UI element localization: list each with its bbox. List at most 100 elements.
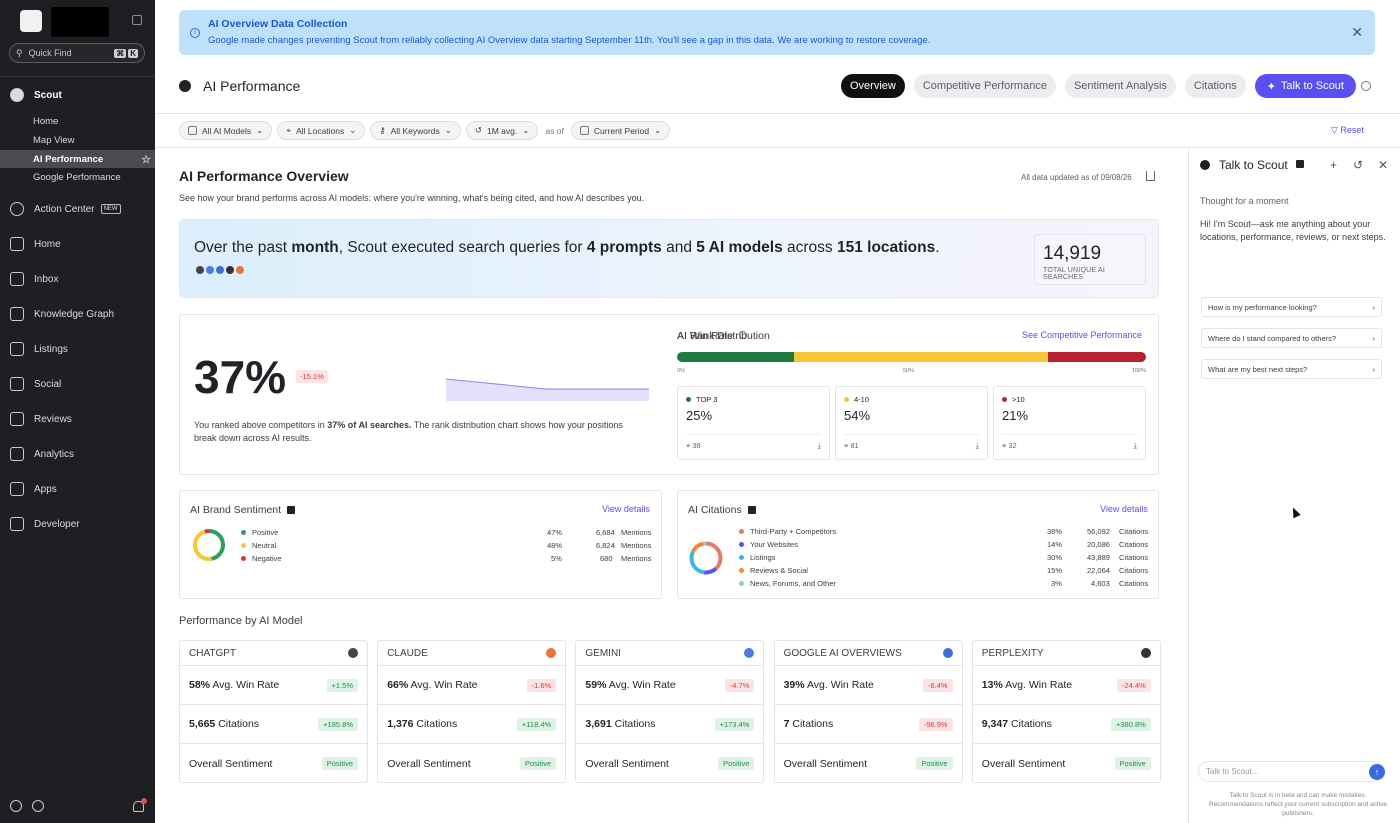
suggestion-button[interactable]: What are my best next steps? ›: [1201, 359, 1382, 379]
quick-find-input[interactable]: ⚲ Quick Find ⌘ K: [9, 43, 145, 63]
average-filter[interactable]: ↺ 1M avg. ⌄: [465, 121, 539, 140]
history-icon: ↺: [474, 125, 483, 135]
sidebar-item-apps[interactable]: Apps: [0, 478, 155, 500]
download-icon[interactable]: ⤓: [817, 441, 821, 450]
period-filter[interactable]: Current Period ⌄: [570, 121, 671, 140]
sentiment-view-details-link[interactable]: View details: [602, 504, 650, 514]
sidebar-sub-map-view[interactable]: Map View: [0, 131, 155, 149]
rank-box-over-10: >10 21% ⌖ 32 ⤓: [993, 386, 1146, 460]
model-win-delta: -4.7%: [724, 678, 755, 692]
model-sentiment-row: Overall Sentiment Positive: [378, 744, 565, 783]
sidebar-item-developer[interactable]: Developer: [0, 513, 155, 535]
rank-label: 4-10: [854, 395, 870, 404]
sidebar-item-listings[interactable]: Listings: [0, 338, 155, 360]
overview-title: AI Performance Overview: [179, 168, 349, 184]
model-name: CLAUDE: [387, 647, 428, 659]
banner-title: AI Overview Data Collection: [208, 18, 348, 30]
sidebar-item-action-center[interactable]: Action Center NEW: [0, 198, 155, 220]
legend-count: 56,092: [1087, 527, 1110, 536]
send-button[interactable]: ↑: [1369, 764, 1385, 780]
suggestion-label: How is my performance looking?: [1208, 302, 1317, 312]
sidebar-item-label: Listings: [34, 343, 68, 355]
legend-pct: 48%: [547, 541, 563, 550]
view-tabs: Overview Competitive Performance Sentime…: [841, 74, 1356, 98]
legend-dot: [739, 581, 744, 586]
chat-input[interactable]: Talk to Scout...: [1198, 761, 1384, 782]
sidebar-item-analytics[interactable]: Analytics: [0, 443, 155, 465]
model-cit-label: Citations: [792, 718, 834, 730]
keywords-filter[interactable]: ⚷ All Keywords ⌄: [370, 121, 461, 140]
gear-icon[interactable]: [1361, 81, 1371, 91]
new-badge: NEW: [100, 204, 121, 214]
model-win: 58% Avg. Win Rate: [189, 679, 279, 691]
model-win-value: 66%: [387, 679, 409, 691]
download-icon[interactable]: ⤓: [1133, 441, 1137, 450]
rank-count-value: 81: [850, 441, 859, 450]
desc-bold: 37% of AI searches.: [327, 420, 412, 430]
legend-count: 43,889: [1087, 553, 1110, 562]
sentiment-row-negative: Negative 5% 680 Mentions: [241, 554, 653, 563]
history-icon[interactable]: ↺: [1353, 158, 1364, 172]
legend-pct: 15%: [1047, 566, 1063, 575]
model-card: GEMINI 59% Avg. Win Rate -4.7% 3,691 Cita…: [575, 640, 765, 783]
sidebar-item-scout[interactable]: Scout: [0, 84, 155, 106]
assistant-icon[interactable]: [32, 800, 44, 812]
model-win-value: 58%: [189, 679, 211, 691]
legend-count: 22,064: [1087, 566, 1110, 575]
share-icon[interactable]: [1146, 171, 1155, 181]
win-rate-value: 37%: [194, 351, 287, 403]
talk-to-scout-label: Talk to Scout: [1280, 80, 1344, 92]
sidebar-sub-home[interactable]: Home: [0, 112, 155, 130]
sidebar-item-label: Knowledge Graph: [34, 308, 115, 320]
info-icon: i: [190, 28, 200, 38]
notifications-bell-icon[interactable]: [133, 798, 147, 812]
model-card-header: GOOGLE AI OVERVIEWS: [774, 641, 962, 666]
scout-icon: [179, 80, 191, 92]
sidebar-item-home[interactable]: Home: [0, 233, 155, 255]
sidebar-sub-ai-performance[interactable]: AI Performance ☆: [0, 150, 155, 168]
sidebar-item-reviews[interactable]: Reviews: [0, 408, 155, 430]
citations-view-details-link[interactable]: View details: [1100, 504, 1148, 514]
model-win-label: Avg. Win Rate: [806, 679, 874, 691]
model-win-delta: -6.4%: [923, 678, 953, 692]
suggestion-label: Where do I stand compared to others?: [1208, 333, 1336, 343]
download-icon[interactable]: ⤓: [975, 441, 979, 450]
reset-button[interactable]: ▽ Reset: [1331, 125, 1364, 136]
sidebar-item-label: Inbox: [34, 273, 59, 285]
sidebar-item-inbox[interactable]: Inbox: [0, 268, 155, 290]
sidebar-item-label: Apps: [34, 483, 57, 495]
talk-to-scout-button[interactable]: ✦ Talk to Scout: [1254, 74, 1356, 98]
close-icon[interactable]: ✕: [1378, 158, 1389, 172]
sidebar-sub-label: Home: [33, 115, 59, 127]
info-icon[interactable]: [739, 331, 748, 339]
close-icon[interactable]: ✕: [1351, 24, 1363, 40]
scout-icon: [10, 88, 24, 102]
rank-segment: [794, 352, 1048, 362]
tab-sentiment-analysis[interactable]: Sentiment Analysis: [1064, 74, 1176, 98]
suggestion-button[interactable]: How is my performance looking? ›: [1201, 297, 1382, 317]
see-competitive-performance-link[interactable]: See Competitive Performance: [1022, 330, 1143, 340]
collapse-sidebar-icon[interactable]: [132, 15, 142, 25]
star-icon[interactable]: ☆: [141, 153, 151, 166]
tab-overview[interactable]: Overview: [841, 74, 905, 98]
sidebar-sub-google-performance[interactable]: Google Performance: [0, 168, 155, 186]
app-logo[interactable]: [20, 10, 42, 32]
model-logo-icon: [744, 648, 755, 658]
filter-icon: ▽: [1331, 125, 1341, 135]
model-citations-row: 5,665 Citations +185.8%: [180, 705, 367, 744]
legend-label: Listings: [750, 553, 776, 562]
tab-citations[interactable]: Citations: [1184, 74, 1246, 98]
user-icon[interactable]: [10, 800, 22, 812]
rank-pct: 25%: [686, 408, 713, 423]
suggestion-button[interactable]: Where do I stand compared to others? ›: [1201, 328, 1382, 348]
sidebar-item-social[interactable]: Social: [0, 373, 155, 395]
tab-competitive-performance[interactable]: Competitive Performance: [913, 74, 1056, 98]
legend-unit: Citations: [1119, 540, 1149, 549]
plus-icon[interactable]: +: [1330, 158, 1338, 172]
locations-filter[interactable]: ⌖ All Locations ⌄: [277, 121, 366, 140]
model-win-label: Avg. Win Rate: [410, 679, 478, 691]
ai-models-filter[interactable]: All AI Models ⌄: [179, 121, 273, 140]
sidebar-item-knowledge-graph[interactable]: Knowledge Graph: [0, 303, 155, 325]
sentiment-title-text: AI Brand Sentiment: [190, 504, 282, 516]
perplexity-icon: [226, 266, 234, 274]
